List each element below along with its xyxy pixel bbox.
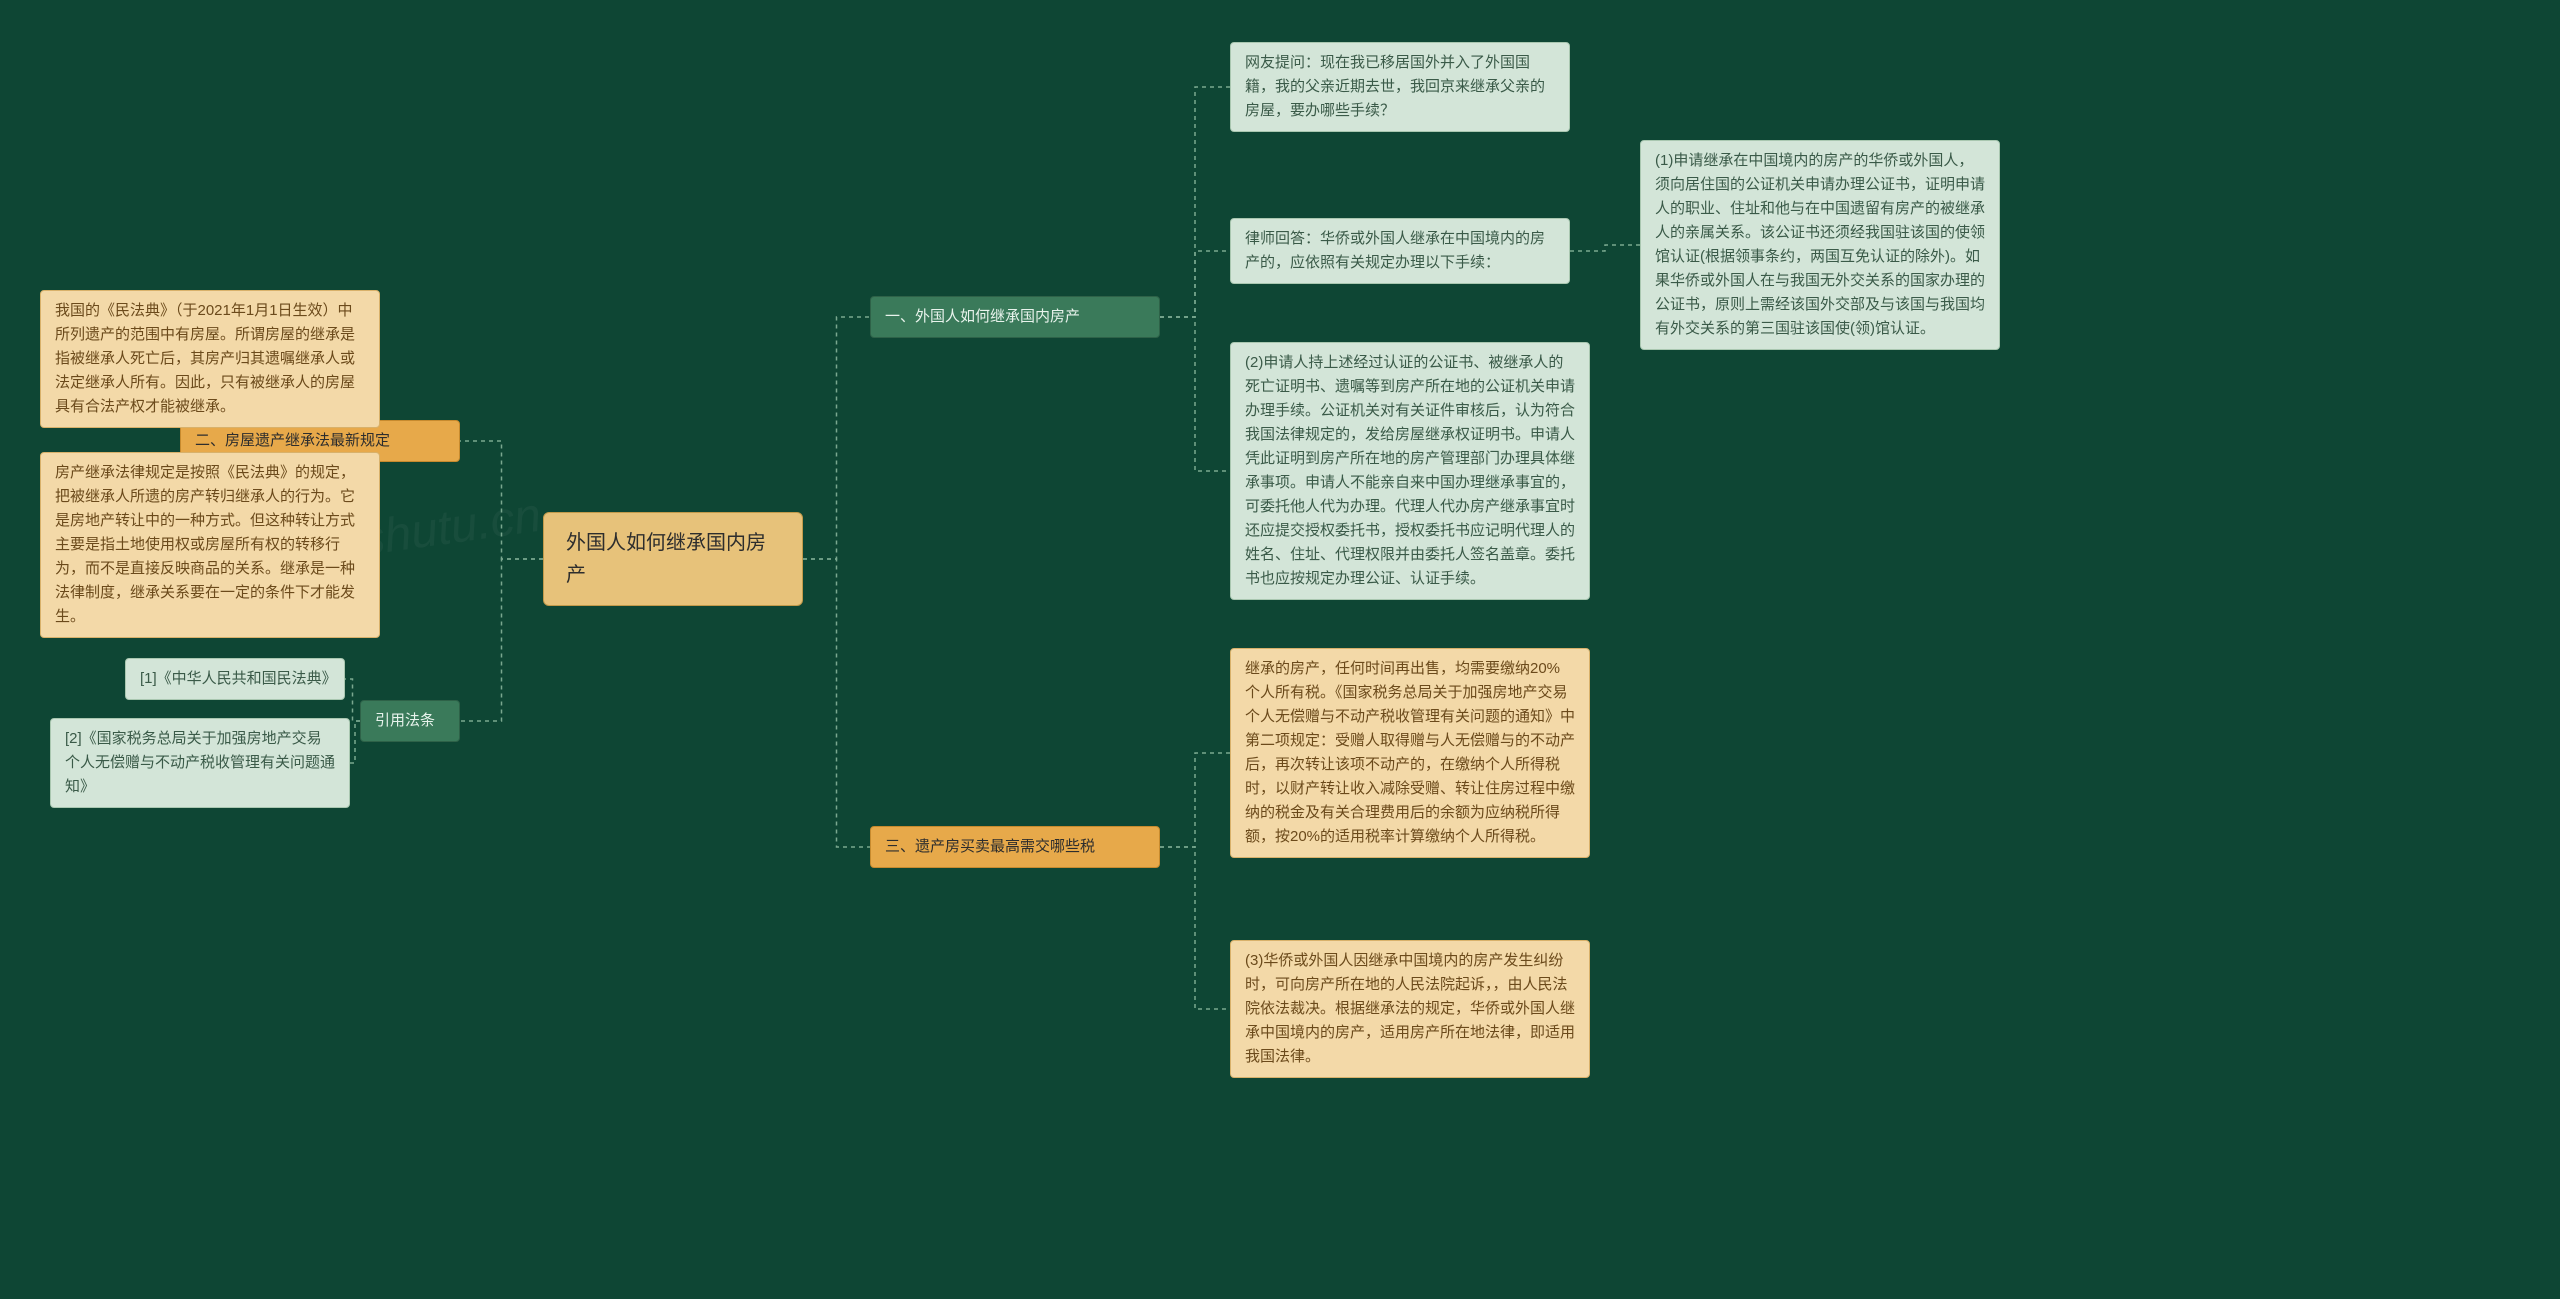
node-b1_c[interactable]: (2)申请人持上述经过认证的公证书、被继承人的死亡证明书、遗嘱等到房产所在地的公…	[1230, 342, 1590, 600]
node-b3[interactable]: 三、遗产房买卖最高需交哪些税	[870, 826, 1160, 868]
connector	[803, 317, 870, 559]
mindmap-canvas: shutu.cnshutu.cn外国人如何继承国内房产一、外国人如何继承国内房产…	[0, 0, 2560, 1299]
connector	[1160, 317, 1230, 471]
node-b2_a[interactable]: 我国的《民法典》（于2021年1月1日生效）中所列遗产的范围中有房屋。所谓房屋的…	[40, 290, 380, 428]
connector	[460, 559, 543, 721]
root-node[interactable]: 外国人如何继承国内房产	[543, 512, 803, 606]
connector	[350, 721, 360, 763]
connector	[1160, 87, 1230, 317]
connector	[1160, 753, 1230, 847]
node-b3_b[interactable]: (3)华侨或外国人因继承中国境内的房产发生纠纷时，可向房产所在地的人民法院起诉，…	[1230, 940, 1590, 1078]
node-b3_a[interactable]: 继承的房产，任何时间再出售，均需要缴纳20%个人所有税。《国家税务总局关于加强房…	[1230, 648, 1590, 858]
node-b1_a[interactable]: 网友提问：现在我已移居国外并入了外国国籍，我的父亲近期去世，我回京来继承父亲的房…	[1230, 42, 1570, 132]
connector	[460, 441, 543, 559]
node-b1_b[interactable]: 律师回答：华侨或外国人继承在中国境内的房产的，应依照有关规定办理以下手续：	[1230, 218, 1570, 284]
node-b4[interactable]: 引用法条	[360, 700, 460, 742]
connector	[1160, 847, 1230, 1009]
node-b4_b[interactable]: [2]《国家税务总局关于加强房地产交易个人无偿赠与不动产税收管理有关问题通知》	[50, 718, 350, 808]
connector	[345, 679, 360, 721]
connector	[1160, 251, 1230, 317]
node-b1[interactable]: 一、外国人如何继承国内房产	[870, 296, 1160, 338]
node-b1_b1[interactable]: (1)申请继承在中国境内的房产的华侨或外国人，须向居住国的公证机关申请办理公证书…	[1640, 140, 2000, 350]
node-b4_a[interactable]: [1]《中华人民共和国民法典》	[125, 658, 345, 700]
connector	[803, 559, 870, 847]
connector	[1570, 245, 1640, 251]
watermark: shutu.cn	[357, 488, 544, 568]
node-b2_b[interactable]: 房产继承法律规定是按照《民法典》的规定，把被继承人所遗的房产转归继承人的行为。它…	[40, 452, 380, 638]
